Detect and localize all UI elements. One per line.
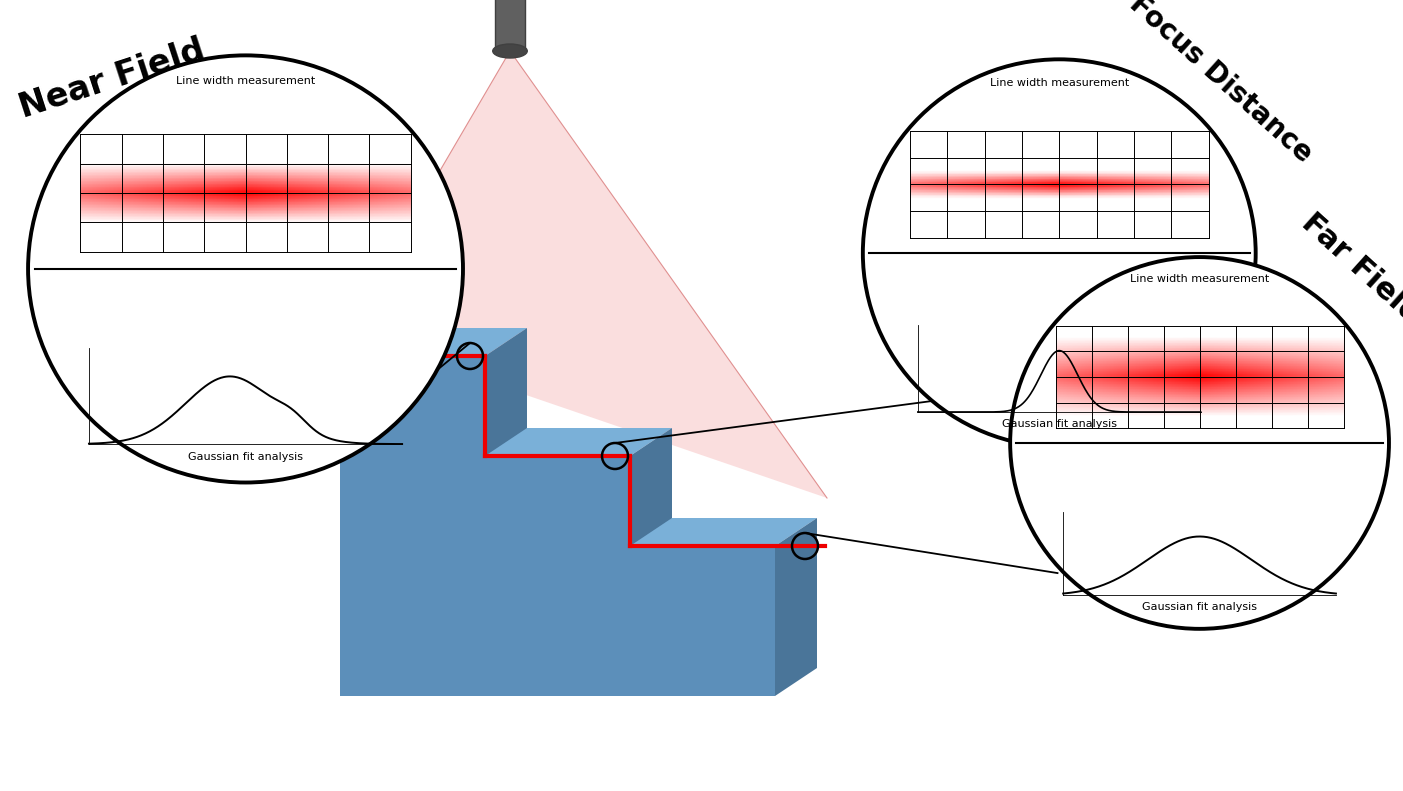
Text: Line width measurement: Line width measurement — [1129, 274, 1270, 285]
Text: Gaussian fit analysis: Gaussian fit analysis — [1142, 601, 1257, 611]
Ellipse shape — [492, 44, 528, 58]
Polygon shape — [485, 428, 672, 456]
Ellipse shape — [28, 55, 463, 483]
Polygon shape — [774, 518, 817, 696]
Bar — [1055, 326, 1344, 428]
Text: Gaussian fit analysis: Gaussian fit analysis — [188, 452, 303, 462]
Text: Line width measurement: Line width measurement — [989, 78, 1129, 88]
Polygon shape — [630, 518, 817, 546]
Ellipse shape — [863, 59, 1256, 447]
Text: Line width measurement: Line width measurement — [175, 76, 316, 86]
Bar — [495, 0, 525, 51]
Text: Near Field: Near Field — [15, 33, 209, 125]
Polygon shape — [485, 456, 630, 696]
Ellipse shape — [1010, 257, 1389, 629]
Text: Far Field: Far Field — [1296, 208, 1403, 330]
Polygon shape — [345, 51, 826, 498]
Bar — [911, 131, 1208, 237]
Polygon shape — [340, 356, 485, 696]
Polygon shape — [485, 328, 528, 696]
Text: Focus Distance: Focus Distance — [1124, 0, 1317, 168]
Polygon shape — [630, 428, 672, 696]
Bar — [80, 134, 411, 252]
Text: Gaussian fit analysis: Gaussian fit analysis — [1002, 418, 1117, 429]
Polygon shape — [630, 546, 774, 696]
Polygon shape — [340, 328, 528, 356]
